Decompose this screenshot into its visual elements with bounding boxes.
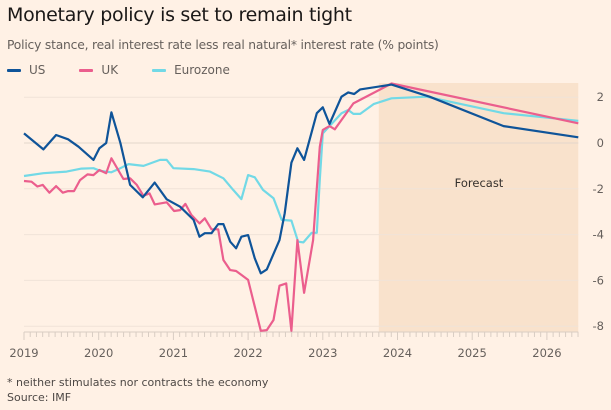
series-line-eurozone (23, 95, 579, 244)
source: Source: IMF (7, 391, 72, 404)
y-tick-label: -2 (593, 182, 604, 196)
legend: US UK Eurozone (7, 63, 264, 77)
chart-subtitle: Policy stance, real interest rate less r… (7, 38, 439, 52)
forecast-region (378, 83, 579, 332)
legend-swatch (79, 68, 94, 72)
x-tick-label: 2021 (159, 346, 188, 360)
legend-label: UK (101, 63, 119, 77)
y-tick-label: 0 (597, 136, 604, 150)
series-line-us (23, 83, 579, 275)
footnote: * neither stimulates nor contracts the e… (7, 376, 269, 389)
legend-label: Eurozone (174, 63, 230, 77)
x-tick-label: 2025 (458, 346, 487, 360)
x-tick-label: 2019 (9, 346, 38, 360)
x-tick-label: 2026 (532, 346, 561, 360)
y-tick-label: -6 (593, 273, 604, 287)
legend-item-eurozone: Eurozone (152, 63, 230, 77)
y-tick-label: 2 (597, 90, 604, 104)
legend-swatch (7, 68, 21, 72)
series-line-uk (23, 82, 579, 332)
legend-swatch (152, 68, 167, 72)
x-tick-label: 2023 (308, 346, 337, 360)
forecast-label: Forecast (455, 176, 504, 190)
legend-item-uk: UK (79, 63, 118, 77)
y-tick-label: -4 (593, 228, 604, 242)
chart-title: Monetary policy is set to remain tight (7, 4, 352, 26)
x-tick-label: 2020 (84, 346, 113, 360)
legend-label: US (29, 63, 46, 77)
legend-item-us: US (7, 63, 45, 77)
y-tick-label: -8 (593, 319, 604, 333)
x-tick-label: 2022 (233, 346, 262, 360)
x-tick-label: 2024 (383, 346, 412, 360)
